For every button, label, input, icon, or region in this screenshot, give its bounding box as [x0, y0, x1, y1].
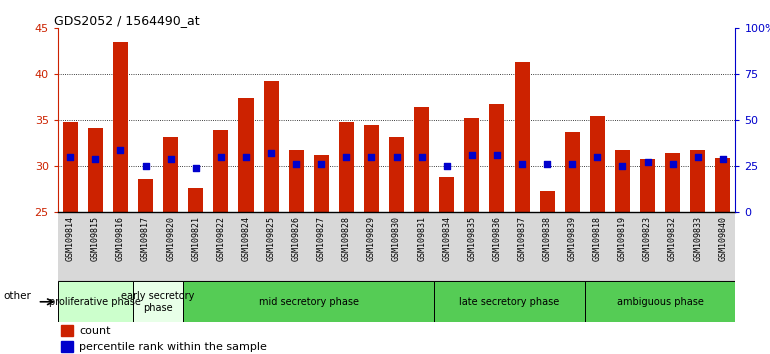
Point [691, 154, 704, 160]
Text: GSM109831: GSM109831 [417, 216, 426, 261]
Bar [138, 179, 153, 212]
Point [616, 164, 628, 169]
Bar [439, 177, 454, 212]
Text: GSM109830: GSM109830 [392, 216, 401, 261]
Point [641, 159, 654, 165]
Text: GSM109839: GSM109839 [567, 216, 577, 261]
Point [290, 161, 303, 166]
Point [466, 153, 478, 158]
Text: GSM109832: GSM109832 [668, 216, 677, 261]
Bar [63, 122, 78, 212]
Bar [163, 137, 178, 212]
Text: GSM109827: GSM109827 [316, 216, 326, 261]
Text: late secretory phase: late secretory phase [460, 297, 560, 307]
Text: GSM109829: GSM109829 [367, 216, 376, 261]
Text: GSM109834: GSM109834 [442, 216, 451, 261]
Bar [615, 150, 630, 212]
Text: proliferative phase: proliferative phase [49, 297, 142, 307]
Bar [61, 325, 73, 336]
Point [390, 154, 403, 160]
Text: GSM109837: GSM109837 [517, 216, 527, 261]
Bar [389, 137, 404, 212]
Text: ambiguous phase: ambiguous phase [617, 297, 704, 307]
Bar [58, 281, 133, 322]
Point [591, 154, 604, 160]
Text: GSM109821: GSM109821 [191, 216, 200, 261]
Bar [665, 153, 680, 212]
Text: GSM109836: GSM109836 [493, 216, 501, 261]
Text: GSM109828: GSM109828 [342, 216, 351, 261]
Point [215, 154, 227, 160]
Bar [640, 159, 655, 212]
Bar [88, 128, 103, 212]
Text: GSM109822: GSM109822 [216, 216, 226, 261]
Text: mid secretory phase: mid secretory phase [259, 297, 359, 307]
Point [265, 150, 277, 155]
Text: GSM109825: GSM109825 [266, 216, 276, 261]
Point [490, 153, 503, 158]
Text: GSM109817: GSM109817 [141, 216, 150, 261]
Bar [188, 188, 203, 212]
Point [340, 154, 353, 160]
Point [516, 161, 528, 166]
Text: percentile rank within the sample: percentile rank within the sample [79, 342, 267, 352]
Point [416, 154, 428, 160]
Point [717, 156, 729, 162]
Point [189, 165, 202, 171]
Bar [313, 155, 329, 212]
Text: early secretory
phase: early secretory phase [122, 291, 195, 313]
Bar [339, 122, 354, 212]
Point [315, 161, 327, 166]
Bar [490, 104, 504, 212]
Bar [690, 150, 705, 212]
Bar [715, 158, 730, 212]
Bar [133, 281, 183, 322]
Text: other: other [3, 291, 31, 301]
Point [139, 164, 152, 169]
Bar [434, 281, 584, 322]
Bar [540, 191, 554, 212]
Bar [61, 341, 73, 353]
Text: GSM109838: GSM109838 [543, 216, 551, 261]
Bar [263, 81, 279, 212]
Text: GSM109840: GSM109840 [718, 216, 728, 261]
Point [165, 156, 177, 162]
Point [667, 161, 679, 166]
Bar [590, 116, 605, 212]
Bar [414, 107, 429, 212]
Text: GSM109824: GSM109824 [242, 216, 250, 261]
Bar [464, 118, 480, 212]
Text: GSM109823: GSM109823 [643, 216, 652, 261]
Bar [564, 132, 580, 212]
Text: GSM109818: GSM109818 [593, 216, 602, 261]
Text: GSM109833: GSM109833 [693, 216, 702, 261]
Bar [183, 281, 434, 322]
Point [365, 154, 377, 160]
Bar [364, 125, 379, 212]
Bar [289, 150, 303, 212]
Point [541, 161, 554, 166]
Point [89, 156, 102, 162]
Bar [213, 130, 229, 212]
Bar [514, 62, 530, 212]
Text: GSM109814: GSM109814 [65, 216, 75, 261]
Point [566, 161, 578, 166]
Point [114, 147, 126, 153]
Point [440, 164, 453, 169]
Text: GSM109815: GSM109815 [91, 216, 100, 261]
Bar [584, 281, 735, 322]
Text: GSM109835: GSM109835 [467, 216, 477, 261]
Bar [239, 98, 253, 212]
Text: count: count [79, 326, 111, 336]
Point [64, 154, 76, 160]
Text: GSM109820: GSM109820 [166, 216, 176, 261]
Point [239, 154, 252, 160]
Text: GSM109819: GSM109819 [618, 216, 627, 261]
Text: GSM109826: GSM109826 [292, 216, 300, 261]
Bar [113, 42, 128, 212]
Text: GDS2052 / 1564490_at: GDS2052 / 1564490_at [55, 14, 200, 27]
Text: GSM109816: GSM109816 [116, 216, 125, 261]
